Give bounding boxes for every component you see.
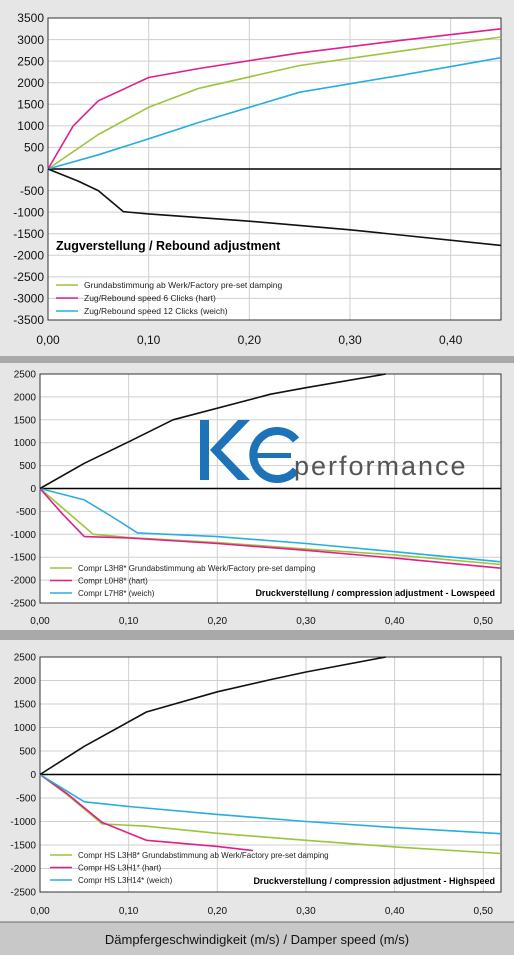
chart-title: Zugverstellung / Rebound adjustment xyxy=(56,239,281,253)
y-tick-label: 1000 xyxy=(14,723,37,734)
chart-panel-rebound: 0,00 0,10 0,20 0,30 0,40 3500 3000 2500 2000 1500… xyxy=(0,0,514,356)
y-tick-label: 500 xyxy=(24,141,44,155)
y-tick-label: -500 xyxy=(16,507,36,518)
x-tick-label: 0,30 xyxy=(296,906,316,917)
chart-title: Druckverstellung / compression adjustmen… xyxy=(253,876,495,886)
x-tick-label: 0,40 xyxy=(385,906,405,917)
y-tick-label: -500 xyxy=(16,794,36,805)
legend-label: Compr L3H8* Grundabstimmung ab Werk/Fact… xyxy=(78,564,315,573)
legend-label: Zug/Rebound speed 6 Clicks (hart) xyxy=(84,293,216,303)
series-line xyxy=(39,487,502,563)
y-tick-label: -3500 xyxy=(13,313,44,327)
x-tick-label: 0,00 xyxy=(30,906,50,917)
y-tick-label: -2000 xyxy=(13,248,44,262)
y-tick-label: -1000 xyxy=(10,817,36,828)
x-tick-label: 0,20 xyxy=(208,906,228,917)
y-tick-label: 1500 xyxy=(14,415,37,426)
legend-label: Compr HS L3H14* (weich) xyxy=(78,876,173,885)
x-tick-label: 0,10 xyxy=(119,906,139,917)
y-tick-label: -2000 xyxy=(10,864,36,875)
series-line xyxy=(39,656,386,776)
series-line xyxy=(39,773,502,835)
x-tick-label: 0,40 xyxy=(385,616,405,627)
legend-label: Compr L0H8* (hart) xyxy=(78,577,148,586)
y-tick-label: -500 xyxy=(20,184,44,198)
series-line xyxy=(47,36,502,170)
x-tick-label: 0,20 xyxy=(238,333,262,347)
x-tick-label: 0,30 xyxy=(338,333,362,347)
y-tick-label: 2500 xyxy=(17,54,44,68)
x-tick-label: 0,10 xyxy=(137,333,161,347)
y-tick-label: 2500 xyxy=(14,370,37,381)
y-tick-label: 0 xyxy=(37,162,44,176)
y-tick-label: -1500 xyxy=(10,841,36,852)
x-tick-label: 0,20 xyxy=(208,616,228,627)
legend-label: Compr HS L3H1* (hart) xyxy=(78,864,161,873)
chart-panel-lowspeed: 0,00 0,10 0,20 0,30 0,40 0,50 2500 2000 1500 1000… xyxy=(0,363,514,630)
y-tick-label: 0 xyxy=(30,770,36,781)
y-tick-label: 3000 xyxy=(17,33,44,47)
series-line xyxy=(39,487,502,569)
y-tick-label: 0 xyxy=(30,484,36,495)
y-tick-label: -2500 xyxy=(13,270,44,284)
series-line xyxy=(47,168,502,247)
y-tick-label: 2500 xyxy=(14,653,37,664)
y-tick-label: -2000 xyxy=(10,576,36,587)
legend-label: Grundabstimmung ab Werk/Factory pre-set … xyxy=(84,280,283,290)
kc-performance-logo: performance xyxy=(196,414,496,494)
y-tick-label: -3000 xyxy=(13,292,44,306)
rebound-chart: 0,00 0,10 0,20 0,30 0,40 3500 3000 2500 2000 1500… xyxy=(13,11,502,347)
x-tick-label: 0,40 xyxy=(439,333,463,347)
x-tick-label: 0,50 xyxy=(474,906,494,917)
legend-label: Compr HS L3H8* Grundabstimmung ab Werk/F… xyxy=(78,851,329,860)
series-line xyxy=(47,28,502,170)
y-tick-label: 1500 xyxy=(14,700,37,711)
y-tick-label: 1000 xyxy=(14,438,37,449)
chart-panel-highspeed: 0,00 0,10 0,20 0,30 0,40 0,50 2500 2000 1500 1000… xyxy=(0,640,514,921)
legend-label: Compr L7H8* (weich) xyxy=(78,589,155,598)
y-tick-label: 500 xyxy=(19,461,36,472)
y-tick-label: -1000 xyxy=(13,205,44,219)
y-tick-label: -2500 xyxy=(10,888,36,899)
highspeed-chart: 0,00 0,10 0,20 0,30 0,40 0,50 2500 2000 1500 1000… xyxy=(10,653,502,917)
y-tick-label: 1500 xyxy=(17,97,44,111)
series-line xyxy=(39,773,253,852)
x-tick-label: 0,10 xyxy=(119,616,139,627)
y-tick-label: -1000 xyxy=(10,530,36,541)
x-tick-label: 0,00 xyxy=(30,616,50,627)
series-line xyxy=(47,56,502,170)
x-axis-label: Dämpfergeschwindigkeit (m/s) / Damper sp… xyxy=(0,922,514,955)
series-line xyxy=(39,373,386,490)
x-tick-label: 0,30 xyxy=(296,616,316,627)
y-tick-label: -1500 xyxy=(10,553,36,564)
y-tick-label: -1500 xyxy=(13,227,44,241)
lowspeed-chart: 0,00 0,10 0,20 0,30 0,40 0,50 2500 2000 1500 1000… xyxy=(10,370,502,627)
y-tick-label: 3500 xyxy=(17,11,44,25)
legend-label: Zug/Rebound speed 12 Clicks (weich) xyxy=(84,306,228,316)
y-tick-label: 2000 xyxy=(14,392,37,403)
chart-title: Druckverstellung / compression adjustmen… xyxy=(255,588,495,598)
y-tick-label: 2000 xyxy=(14,676,37,687)
y-tick-label: 2000 xyxy=(17,76,44,90)
y-tick-label: -2500 xyxy=(10,599,36,610)
x-tick-label: 0,50 xyxy=(474,616,494,627)
x-tick-label: 0,00 xyxy=(36,333,60,347)
logo-sub: performance xyxy=(294,451,468,481)
y-tick-label: 500 xyxy=(19,747,36,758)
y-tick-label: 1000 xyxy=(17,119,44,133)
